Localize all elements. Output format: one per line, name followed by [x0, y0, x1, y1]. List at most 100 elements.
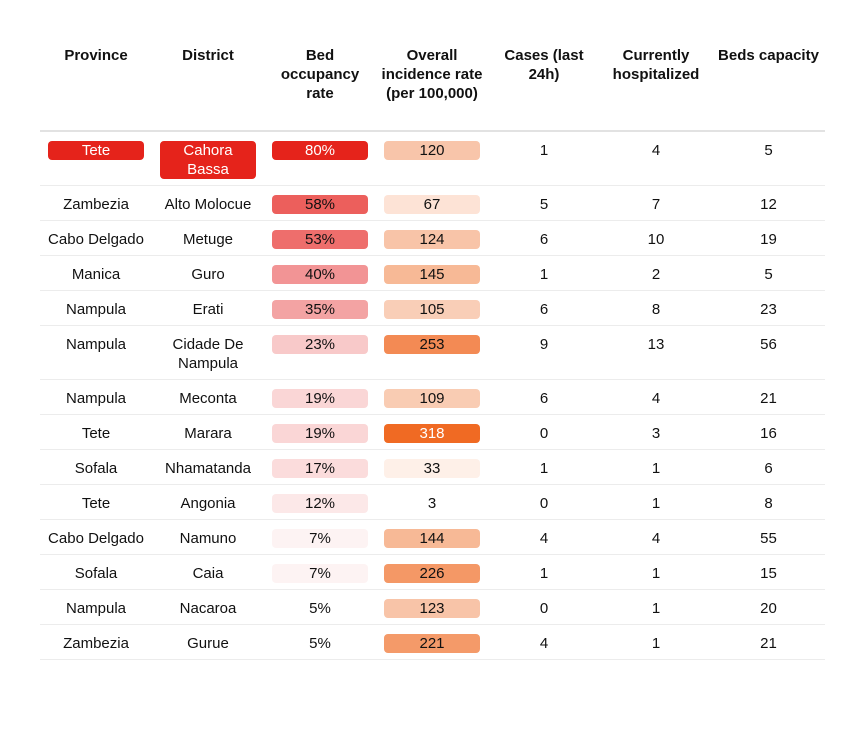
column-header-hospitalized[interactable]: Currently hospitalized — [600, 40, 712, 132]
table-row: Cabo Delgado Metuge 53% 124 6 10 19 — [40, 220, 825, 256]
incidence-rate-cell: 3 — [376, 484, 488, 520]
cases-24h-cell: 6 — [488, 379, 600, 415]
table-row: Tete Angonia 12% 3 0 1 8 — [40, 484, 825, 520]
cases-24h-cell: 0 — [488, 484, 600, 520]
district-cell: Nacaroa — [152, 589, 264, 625]
column-header-cases-24h[interactable]: Cases (last 24h) — [488, 40, 600, 132]
incidence-rate-cell: 145 — [376, 255, 488, 291]
table-row: Sofala Nhamatanda 17% 33 1 1 6 — [40, 449, 825, 485]
column-header-district[interactable]: District — [152, 40, 264, 132]
table-body: Tete Cahora Bassa 80% 120 1 4 5 Zambezia Alto Mo… — [40, 131, 825, 660]
bed-occupancy-pill: 53% — [272, 230, 368, 249]
beds-capacity-cell: 20 — [712, 589, 825, 625]
bed-occupancy-cell: 80% — [264, 131, 376, 186]
cases-24h-cell: 9 — [488, 325, 600, 380]
province-cell: Cabo Delgado — [40, 519, 152, 555]
bed-occupancy-cell: 40% — [264, 255, 376, 291]
cases-24h-cell: 6 — [488, 290, 600, 326]
table-row: Tete Cahora Bassa 80% 120 1 4 5 — [40, 131, 825, 186]
bed-occupancy-cell: 5% — [264, 589, 376, 625]
district-cell: Gurue — [152, 624, 264, 660]
bed-occupancy-pill: 12% — [272, 494, 368, 513]
column-header-beds-capacity[interactable]: Beds capacity — [712, 40, 825, 132]
bed-occupancy-cell: 5% — [264, 624, 376, 660]
bed-occupancy-cell: 58% — [264, 185, 376, 221]
beds-capacity-cell: 56 — [712, 325, 825, 380]
province-cell: Zambezia — [40, 624, 152, 660]
incidence-rate-pill: 221 — [384, 634, 480, 653]
data-table-container: Province District Bed occupancy rate Ove… — [40, 40, 825, 660]
beds-capacity-cell: 55 — [712, 519, 825, 555]
bed-occupancy-pill: 40% — [272, 265, 368, 284]
district-cell: Metuge — [152, 220, 264, 256]
incidence-rate-pill: 123 — [384, 599, 480, 618]
bed-occupancy-pill: 17% — [272, 459, 368, 478]
bed-occupancy-pill: 35% — [272, 300, 368, 319]
bed-occupancy-pill: 7% — [272, 564, 368, 583]
beds-capacity-cell: 23 — [712, 290, 825, 326]
bed-occupancy-cell: 19% — [264, 379, 376, 415]
table-row: Zambezia Gurue 5% 221 4 1 21 — [40, 624, 825, 660]
bed-occupancy-cell: 53% — [264, 220, 376, 256]
incidence-rate-pill: 120 — [384, 141, 480, 160]
province-cell: Nampula — [40, 290, 152, 326]
beds-capacity-cell: 21 — [712, 624, 825, 660]
incidence-rate-cell: 123 — [376, 589, 488, 625]
table-header: Province District Bed occupancy rate Ove… — [40, 40, 825, 132]
beds-capacity-cell: 5 — [712, 131, 825, 186]
table-row: Nampula Meconta 19% 109 6 4 21 — [40, 379, 825, 415]
province-cell: Tete — [40, 484, 152, 520]
incidence-rate-cell: 318 — [376, 414, 488, 450]
hospitalized-cell: 3 — [600, 414, 712, 450]
cases-24h-cell: 6 — [488, 220, 600, 256]
incidence-rate-pill: 33 — [384, 459, 480, 478]
hospitalized-cell: 10 — [600, 220, 712, 256]
cases-24h-cell: 4 — [488, 519, 600, 555]
beds-capacity-cell: 12 — [712, 185, 825, 221]
bed-occupancy-pill: 23% — [272, 335, 368, 354]
incidence-rate-cell: 221 — [376, 624, 488, 660]
province-cell: Nampula — [40, 379, 152, 415]
bed-occupancy-pill: 80% — [272, 141, 368, 160]
cases-24h-cell: 1 — [488, 255, 600, 291]
province-cell: Sofala — [40, 449, 152, 485]
cases-24h-cell: 0 — [488, 589, 600, 625]
cases-24h-cell: 0 — [488, 414, 600, 450]
bed-occupancy-pill: 19% — [272, 424, 368, 443]
province-cell: Nampula — [40, 325, 152, 380]
incidence-rate-cell: 109 — [376, 379, 488, 415]
bed-occupancy-pill: 5% — [272, 599, 368, 618]
province-cell: Tete — [40, 131, 152, 186]
incidence-rate-cell: 226 — [376, 554, 488, 590]
column-header-province[interactable]: Province — [40, 40, 152, 132]
hospitalized-cell: 1 — [600, 554, 712, 590]
incidence-rate-pill: 67 — [384, 195, 480, 214]
hospitalized-cell: 4 — [600, 519, 712, 555]
column-header-bed-occupancy[interactable]: Bed occupancy rate — [264, 40, 376, 132]
hospitalized-cell: 7 — [600, 185, 712, 221]
bed-occupancy-pill: 7% — [272, 529, 368, 548]
cases-24h-cell: 1 — [488, 554, 600, 590]
district-cell: Namuno — [152, 519, 264, 555]
beds-capacity-cell: 21 — [712, 379, 825, 415]
incidence-rate-cell: 144 — [376, 519, 488, 555]
column-header-incidence-rate[interactable]: Overall incidence rate (per 100,000) — [376, 40, 488, 132]
incidence-rate-pill: 145 — [384, 265, 480, 284]
incidence-rate-cell: 33 — [376, 449, 488, 485]
incidence-rate-pill: 226 — [384, 564, 480, 583]
district-cell: Erati — [152, 290, 264, 326]
district-cell: Meconta — [152, 379, 264, 415]
incidence-rate-cell: 124 — [376, 220, 488, 256]
district-cell: Alto Molocue — [152, 185, 264, 221]
incidence-rate-pill: 109 — [384, 389, 480, 408]
beds-capacity-cell: 5 — [712, 255, 825, 291]
bed-occupancy-pill: 58% — [272, 195, 368, 214]
hospitalized-cell: 4 — [600, 379, 712, 415]
hospitalized-cell: 1 — [600, 589, 712, 625]
incidence-rate-cell: 105 — [376, 290, 488, 326]
province-cell: Sofala — [40, 554, 152, 590]
bed-occupancy-cell: 19% — [264, 414, 376, 450]
table-row: Zambezia Alto Molocue 58% 67 5 7 12 — [40, 185, 825, 221]
data-table: Province District Bed occupancy rate Ove… — [40, 40, 825, 660]
bed-occupancy-cell: 17% — [264, 449, 376, 485]
